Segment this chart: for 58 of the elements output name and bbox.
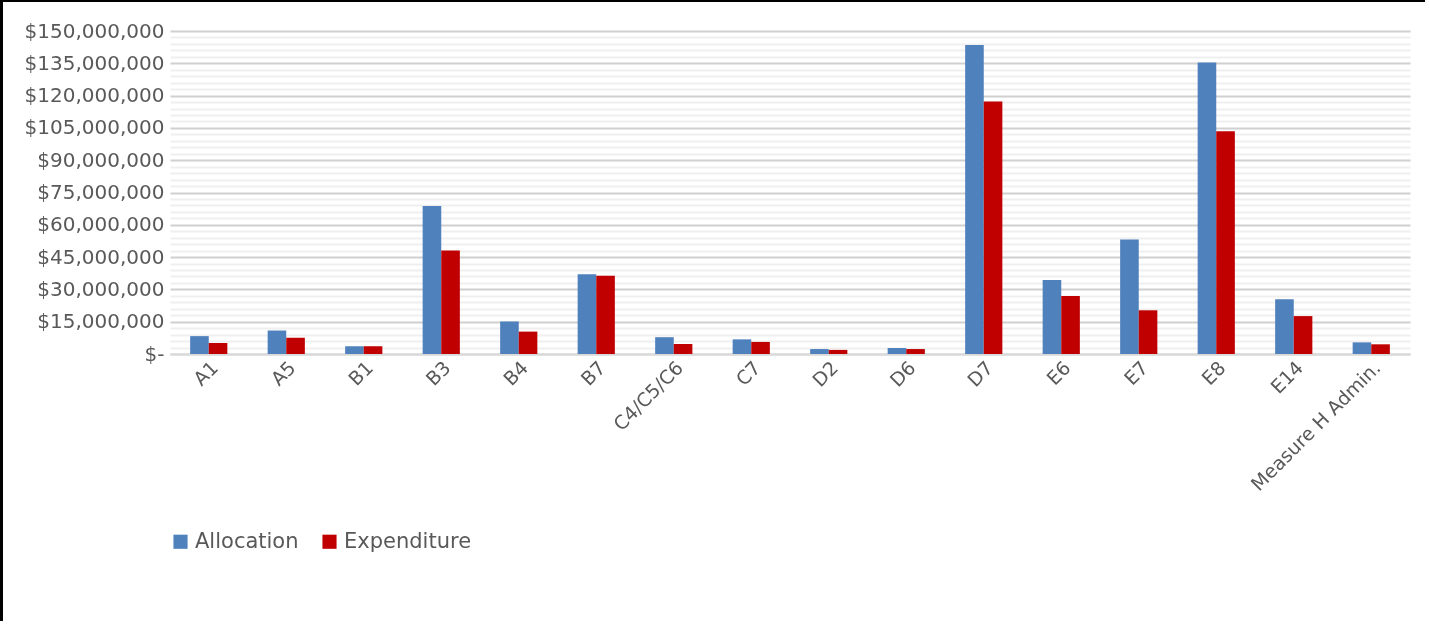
x-tick-label: D2 <box>807 356 843 391</box>
y-tick-label: $60,000,000 <box>37 212 165 237</box>
bar <box>1216 131 1235 354</box>
bar <box>267 330 287 354</box>
x-tick-label: D7 <box>962 356 998 391</box>
bar <box>732 339 752 354</box>
x-tick-label: C7 <box>731 356 765 390</box>
bar <box>673 343 693 354</box>
y-tick-label: $45,000,000 <box>37 244 165 269</box>
x-tick-label: E7 <box>1119 356 1153 389</box>
x-tick-label: B7 <box>576 356 610 390</box>
y-tick-label: $105,000,000 <box>24 115 165 140</box>
x-tick-label: E6 <box>1042 356 1075 389</box>
x-tick-label: A5 <box>266 356 300 390</box>
bar <box>1352 342 1372 354</box>
x-tick-label: B3 <box>421 356 455 390</box>
x-tick-label: B1 <box>343 356 378 390</box>
bar <box>190 336 209 354</box>
bar <box>1061 296 1080 354</box>
bar <box>363 346 383 354</box>
bar <box>596 275 615 354</box>
bar <box>1371 344 1390 354</box>
bar <box>345 346 364 354</box>
bar <box>906 349 925 354</box>
bar <box>655 337 674 354</box>
x-tick-label: B4 <box>498 356 533 390</box>
bar <box>500 321 519 354</box>
bar <box>286 337 305 354</box>
bar <box>1197 62 1217 354</box>
x-tick-label: E8 <box>1197 356 1230 389</box>
x-tick-label: D6 <box>885 356 920 391</box>
legend-label: Allocation <box>195 528 299 553</box>
y-tick-label: $150,000,000 <box>24 18 165 43</box>
y-tick-label: $30,000,000 <box>37 276 165 301</box>
bar <box>441 250 460 354</box>
y-tick-label: $120,000,000 <box>24 83 165 108</box>
bar <box>518 331 538 354</box>
bar <box>810 349 829 354</box>
x-tick-label: A1 <box>188 356 223 390</box>
bar <box>983 101 1003 354</box>
bar <box>965 45 984 354</box>
y-tick-label: $75,000,000 <box>37 180 165 204</box>
bar <box>1275 299 1294 354</box>
y-tick-label: $15,000,000 <box>37 309 165 334</box>
bar <box>1042 279 1062 354</box>
bar <box>828 349 848 354</box>
bar <box>1138 310 1158 354</box>
bar <box>887 347 907 354</box>
bar <box>751 341 770 354</box>
bar <box>1293 316 1313 354</box>
y-tick-label: $- <box>144 341 165 366</box>
bar <box>208 343 228 354</box>
y-tick-label: $135,000,000 <box>24 50 165 75</box>
legend-label: Expenditure <box>344 528 472 553</box>
bar <box>577 274 597 354</box>
bar <box>422 206 442 354</box>
bar <box>1120 239 1139 354</box>
y-tick-label: $90,000,000 <box>37 147 165 172</box>
